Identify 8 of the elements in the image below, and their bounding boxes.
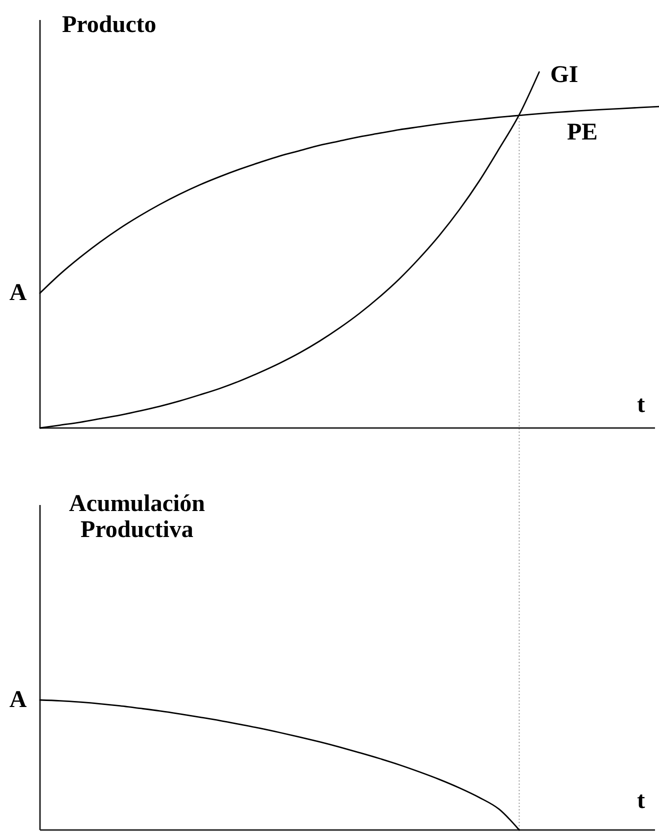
text: A (9, 280, 28, 306)
y-axis-title: Acumulación Productiva (68, 491, 206, 543)
text: A (9, 687, 28, 713)
x-axis-title: t (637, 392, 645, 418)
x-axis-title: t (637, 788, 645, 814)
series-label: PE (567, 120, 598, 146)
y-axis-title: Producto (62, 12, 156, 38)
series-label: GI (550, 62, 578, 88)
